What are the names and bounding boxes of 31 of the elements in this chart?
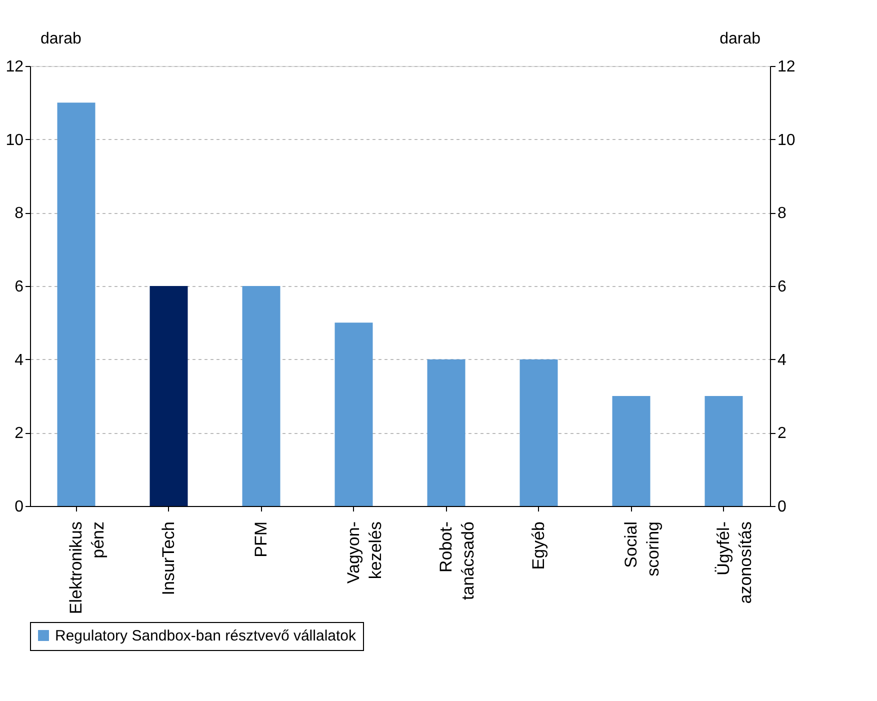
y-tick-label: 2 (14, 425, 24, 442)
y2-tick-label: 6 (778, 278, 786, 296)
y-tick-label: 6 (14, 278, 24, 296)
x-tick-label: InsurTech (158, 522, 178, 596)
y-tick-label: 8 (14, 205, 24, 222)
y2-tick-label: 4 (778, 352, 786, 369)
legend-label: Regulatory Sandbox-ban résztvevő vállalatok (55, 628, 357, 644)
bar (242, 286, 280, 506)
y2-tick-label: 12 (778, 58, 796, 76)
y-tick-label: 0 (14, 498, 24, 516)
x-tick-label: Egyéb (528, 522, 548, 570)
bar (520, 359, 558, 506)
bar (334, 322, 373, 506)
bar (150, 286, 188, 506)
bar (57, 102, 96, 506)
y-tick-label: 10 (6, 132, 24, 149)
bar (427, 359, 466, 506)
y-axis-title: darab (40, 30, 82, 48)
bar (704, 396, 743, 506)
y2-tick-label: 2 (778, 425, 786, 442)
x-tick-label: Vagyon- kezelés (344, 522, 385, 584)
y2-tick-label: 0 (778, 498, 786, 516)
x-tick-label: Social scoring (621, 522, 662, 576)
x-tick-label: PFM (251, 522, 270, 558)
y-tick-label: 12 (6, 58, 24, 76)
bar (612, 396, 650, 506)
y-tick-label: 4 (14, 352, 24, 369)
y2-tick-label: 8 (778, 205, 786, 222)
x-tick-label: Elektronikus pénz (66, 522, 108, 614)
y2-tick-label: 10 (778, 132, 796, 149)
y2-axis-title: darab (720, 30, 761, 48)
